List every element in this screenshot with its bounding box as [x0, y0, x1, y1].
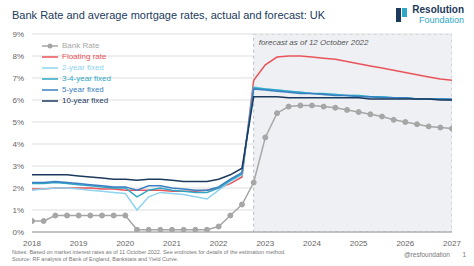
svg-text:0%: 0%: [12, 228, 24, 237]
svg-text:2018: 2018: [23, 239, 41, 248]
svg-text:2022: 2022: [210, 239, 228, 248]
svg-text:6%: 6%: [12, 96, 24, 105]
html-text:@resfoundation: @resfoundation: [404, 251, 450, 258]
svg-text:2020: 2020: [116, 239, 134, 248]
svg-text:2026: 2026: [396, 239, 414, 248]
svg-text:9%: 9%: [12, 30, 24, 39]
html-text:5-year fixed: 5-year fixed: [62, 85, 104, 94]
svg-text:8%: 8%: [12, 52, 24, 61]
html-text:Bank Rate and average mortgage: Bank Rate and average mortgage rates, ac…: [12, 9, 326, 21]
html-text:10-year fixed: 10-year fixed: [62, 96, 109, 105]
svg-text:2027: 2027: [443, 239, 461, 248]
svg-text:1%: 1%: [12, 206, 24, 215]
svg-text:2025: 2025: [350, 239, 368, 248]
html-text:Foundation: Foundation: [419, 15, 464, 25]
svg-text:2%: 2%: [12, 184, 24, 193]
html-text:Bank Rate: Bank Rate: [62, 41, 100, 50]
html-text:2-year fixed: 2-year fixed: [62, 63, 104, 72]
html-text:1: 1: [462, 251, 466, 258]
svg-text:3%: 3%: [12, 162, 24, 171]
svg-text:forecast as of 12 October 2022: forecast as of 12 October 2022: [259, 38, 369, 47]
svg-text:5%: 5%: [12, 118, 24, 127]
html-text:Source: RF analysis of Bank of: Source: RF analysis of Bank of England, …: [12, 256, 179, 262]
svg-text:4%: 4%: [12, 140, 24, 149]
html-text:Floating rate: Floating rate: [62, 52, 107, 61]
svg-text:7%: 7%: [12, 74, 24, 83]
svg-text:2019: 2019: [70, 239, 88, 248]
html-text:Notes: Based on market interes: Notes: Based on market interest rates as…: [12, 249, 286, 255]
html-text:Resolution: Resolution: [412, 4, 464, 15]
svg-text:2024: 2024: [303, 239, 321, 248]
html-text:3-4-year fixed: 3-4-year fixed: [62, 74, 111, 83]
svg-text:2021: 2021: [163, 239, 181, 248]
svg-text:2023: 2023: [256, 239, 274, 248]
